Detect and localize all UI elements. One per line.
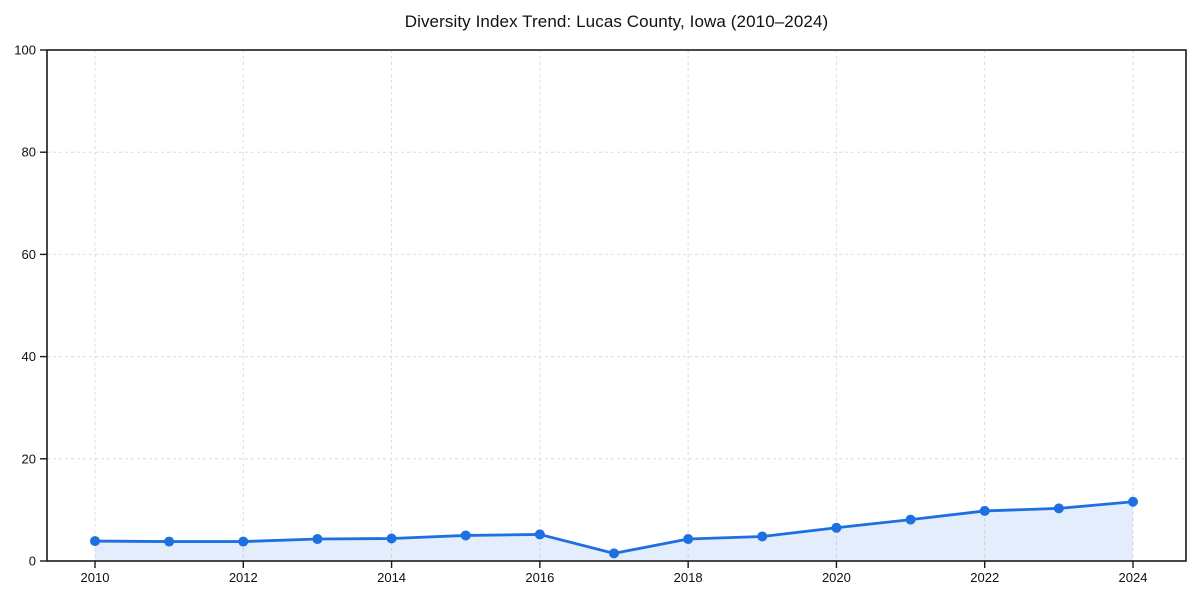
chart-title: Diversity Index Trend: Lucas County, Iow…	[404, 12, 829, 31]
x-axis-tick-label: 2010	[81, 570, 110, 585]
y-axis-tick-label: 0	[29, 554, 36, 569]
x-axis-tick-label: 2014	[377, 570, 406, 585]
area-fill	[95, 501, 1133, 561]
plot-border	[46, 49, 1187, 562]
x-axis-tick-label: 2012	[229, 570, 258, 585]
x-axis-tick-label: 2016	[525, 570, 554, 585]
y-axis-tick-label: 100	[14, 43, 36, 58]
data-point-2014	[386, 533, 397, 544]
data-point-2015	[460, 530, 471, 541]
data-point-2023	[1053, 503, 1064, 514]
data-point-2017	[609, 548, 619, 559]
data-point-2013	[312, 534, 323, 545]
data-point-2020	[831, 522, 842, 533]
data-point-2010	[90, 536, 100, 547]
y-axis-tick-label: 40	[22, 349, 36, 364]
x-axis-tick-label: 2018	[674, 570, 703, 585]
data-point-2019	[757, 531, 768, 542]
data-point-2022	[979, 505, 990, 516]
data-point-2018	[683, 534, 694, 545]
data-point-2024	[1128, 496, 1138, 507]
data-point-2021	[905, 514, 916, 525]
x-axis-tick-label: 2020	[822, 570, 851, 585]
data-point-2016	[534, 529, 545, 540]
y-axis-tick-label: 60	[22, 247, 36, 262]
data-point-2012	[238, 536, 249, 547]
y-axis-tick-label: 20	[22, 451, 36, 466]
x-axis-tick-label: 2024	[1119, 570, 1148, 585]
y-axis-tick-label: 80	[22, 145, 36, 160]
x-axis-tick-label: 2022	[970, 570, 999, 585]
data-point-2011	[164, 536, 175, 547]
